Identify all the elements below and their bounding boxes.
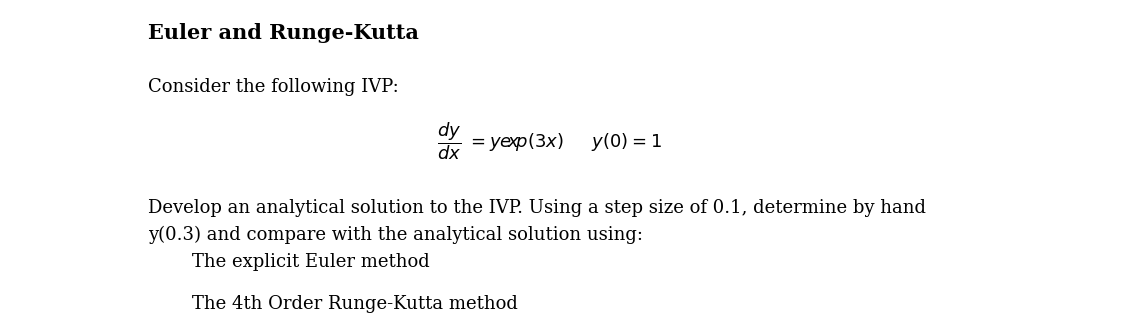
Text: Consider the following IVP:: Consider the following IVP: xyxy=(148,78,399,96)
Text: Develop an analytical solution to the IVP. Using a step size of 0.1, determine b: Develop an analytical solution to the IV… xyxy=(148,199,926,244)
Text: Euler and Runge-Kutta: Euler and Runge-Kutta xyxy=(148,23,419,43)
Text: $\dfrac{dy}{dx}$ $= ye\!x\!p(3x)$     $y(0) = 1$: $\dfrac{dy}{dx}$ $= ye\!x\!p(3x)$ $y(0) … xyxy=(437,120,662,162)
Text: The explicit Euler method: The explicit Euler method xyxy=(192,253,430,271)
Text: The 4th Order Runge-Kutta method: The 4th Order Runge-Kutta method xyxy=(192,295,518,313)
